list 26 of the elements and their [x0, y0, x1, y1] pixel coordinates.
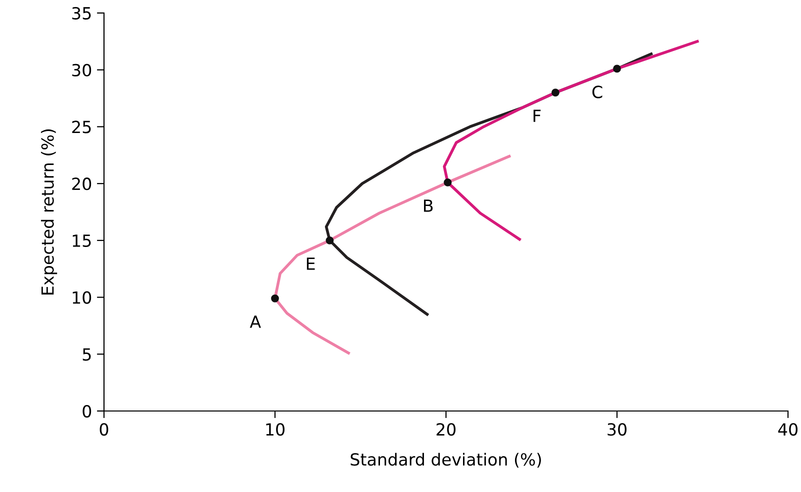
- y-tick-label: 30: [72, 64, 92, 76]
- point: [444, 178, 452, 186]
- annotation: E: [306, 258, 315, 270]
- x-axis-title: Standard deviation (%): [350, 452, 541, 468]
- y-tick-label: 20: [72, 178, 92, 190]
- x-tick-label: 40: [778, 423, 798, 436]
- y-tick-label: 35: [72, 6, 91, 20]
- x-tick-label: 10: [266, 423, 284, 436]
- x-tick-label: 0: [100, 423, 108, 436]
- annotation: A: [250, 316, 261, 328]
- y-tick-label: 0: [82, 404, 92, 418]
- y-tick-label: 15: [72, 234, 91, 247]
- y-tick-label: 10: [72, 291, 92, 304]
- point: [613, 64, 621, 73]
- line-series: [442, 40, 699, 241]
- y-axis-title: Expected return (%): [40, 129, 58, 294]
- point: [326, 236, 334, 244]
- x-tick-label: 20: [436, 423, 456, 436]
- annotation: F: [534, 110, 541, 122]
- y-tick-label: 5: [82, 348, 91, 361]
- annotation: C: [592, 86, 602, 98]
- x-tick-label: 30: [608, 423, 626, 436]
- point: [551, 88, 560, 97]
- y-tick-label: 25: [72, 120, 91, 134]
- annotation: B: [424, 200, 433, 212]
- point: [271, 294, 279, 302]
